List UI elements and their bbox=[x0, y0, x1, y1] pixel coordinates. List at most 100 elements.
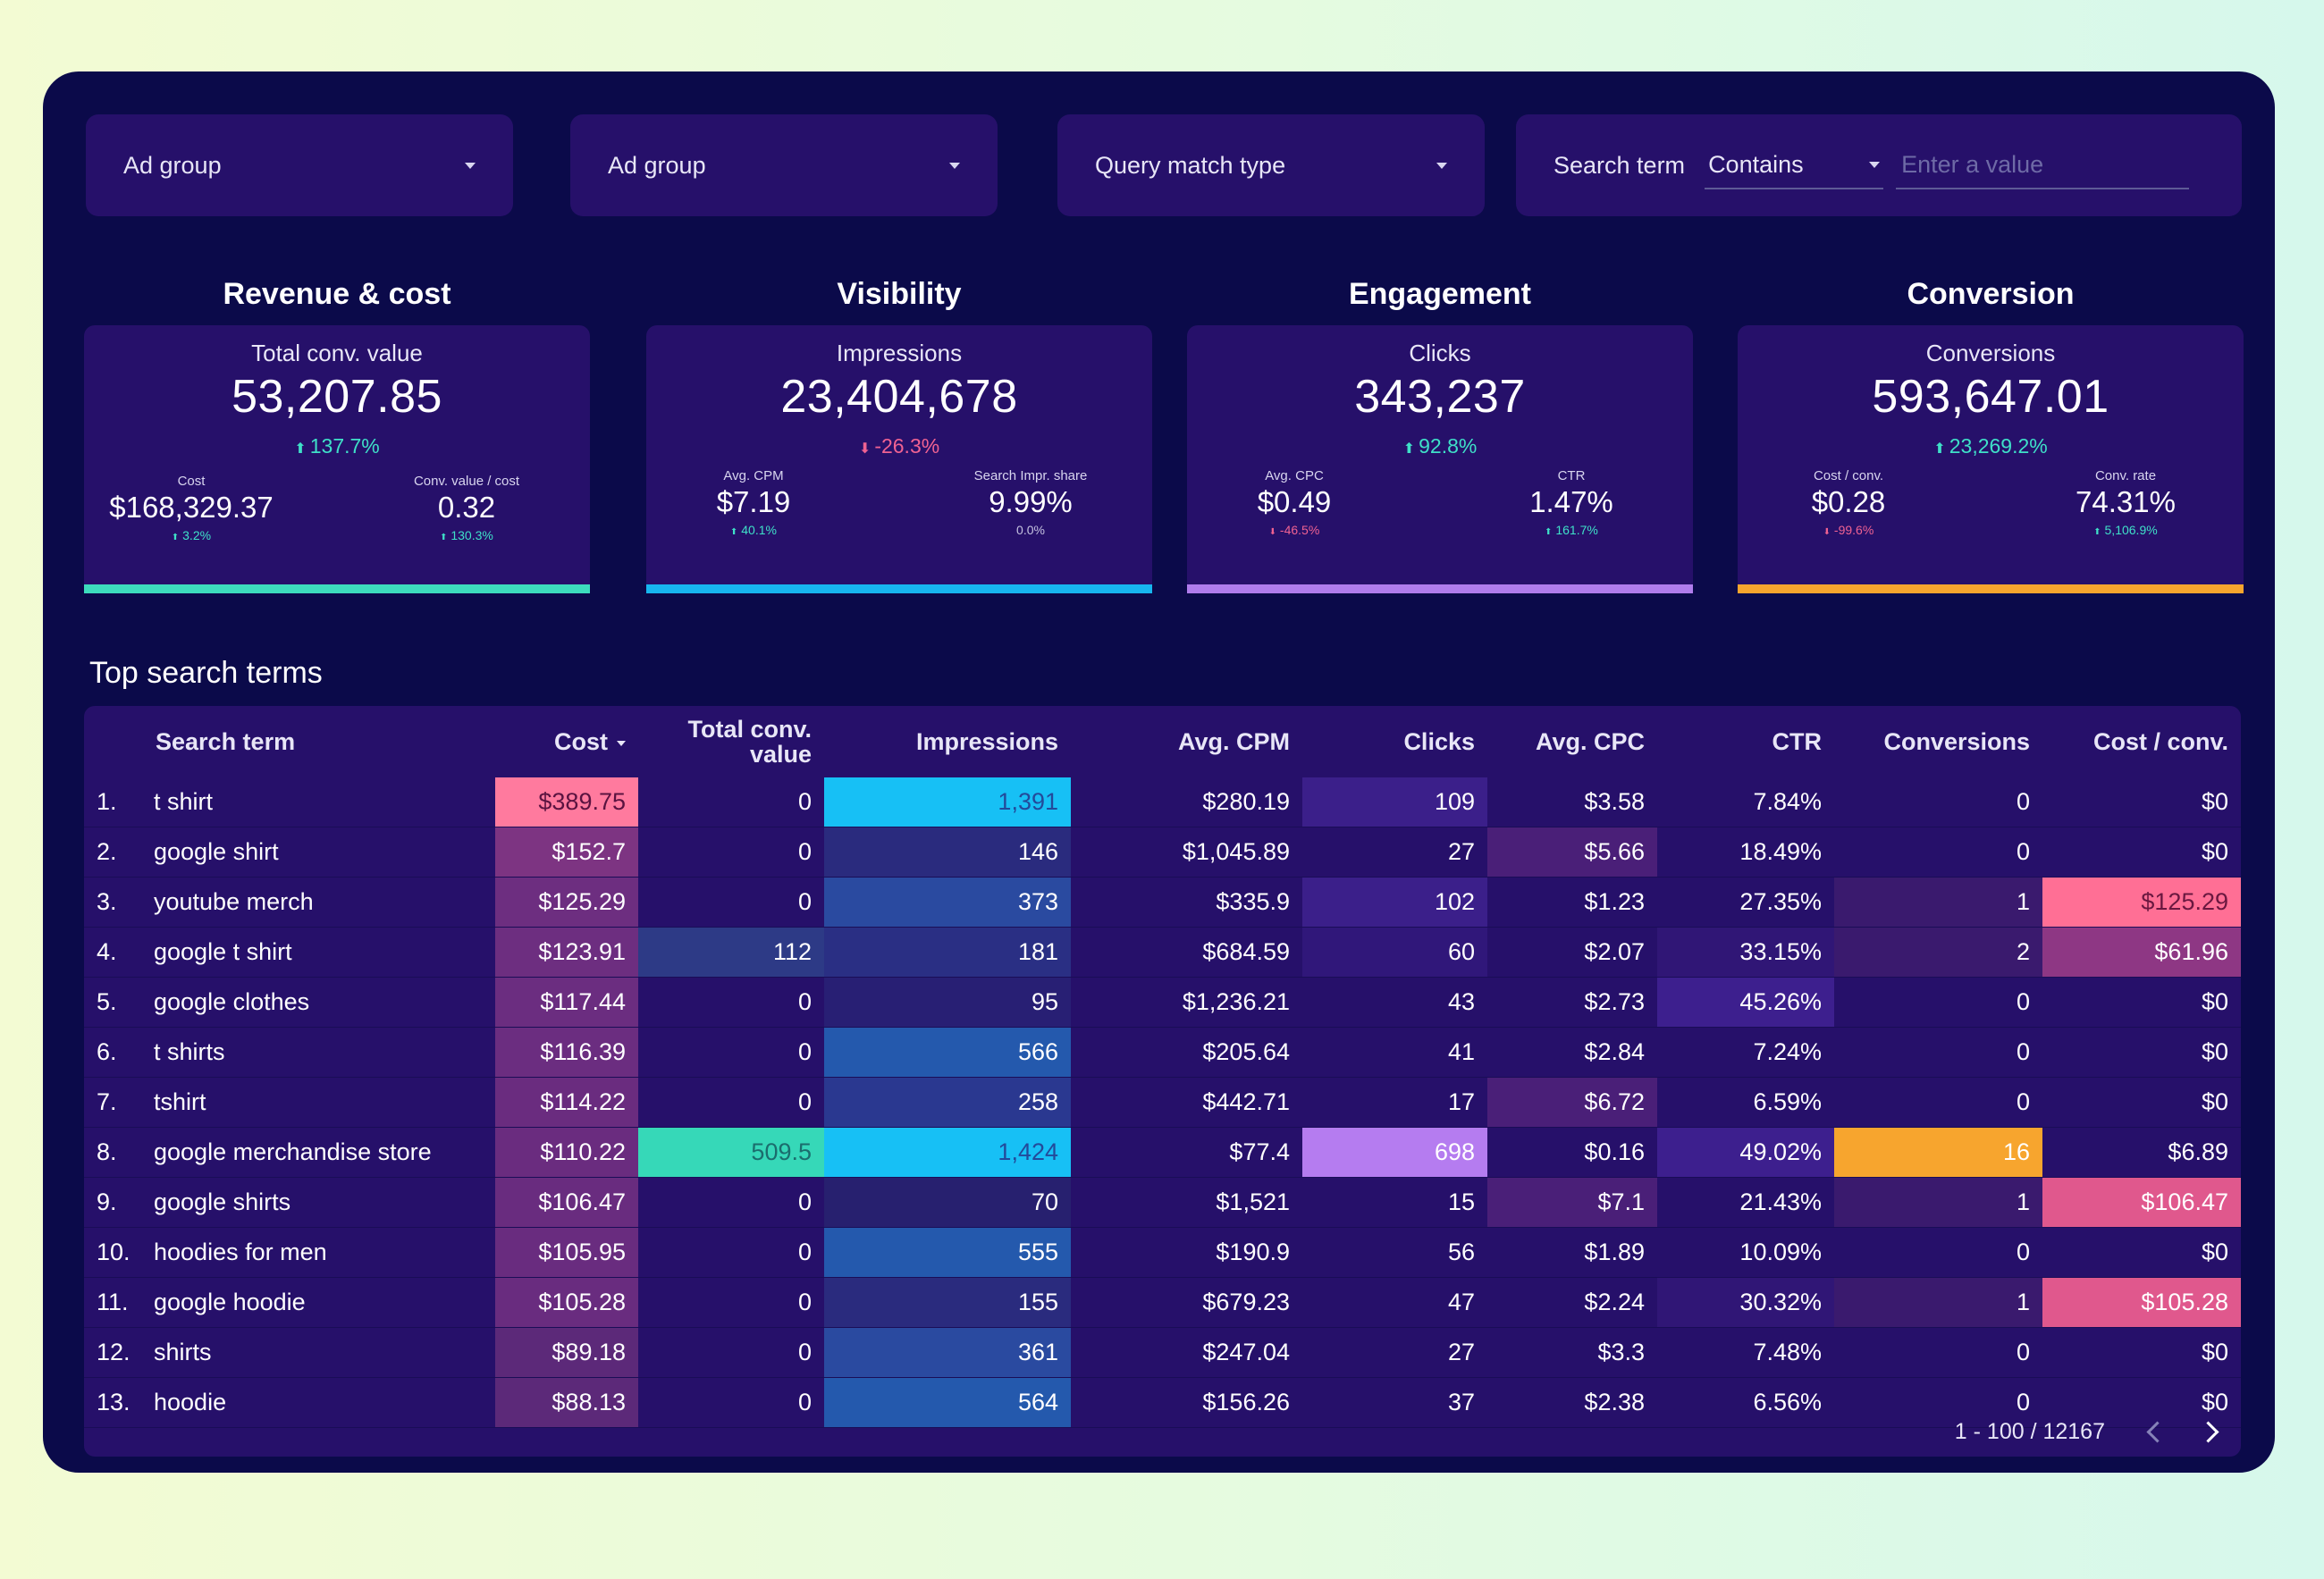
avg-cpm-cell: $247.04 bbox=[1071, 1327, 1302, 1378]
table-row[interactable]: 9. google shirts $106.47 0 70 $1,521 15 $7.1 21.… bbox=[84, 1177, 2241, 1228]
col-header-clicks[interactable]: Clicks bbox=[1403, 728, 1475, 755]
sub-delta: 5,106.9% bbox=[2018, 523, 2233, 537]
operator-select[interactable]: Contains bbox=[1705, 141, 1884, 189]
section-title-revenue: Revenue & cost bbox=[223, 277, 451, 311]
col-header-avg-cpm[interactable]: Avg. CPM bbox=[1177, 728, 1290, 755]
cost-cell: $152.7 bbox=[495, 827, 638, 878]
avg-cpc-cell: $3.58 bbox=[1487, 777, 1657, 827]
avg-cpc-cell: $5.66 bbox=[1487, 827, 1657, 878]
conversions-cell: 0 bbox=[1834, 1377, 2042, 1428]
table-row[interactable]: 11. google hoodie $105.28 0 155 $679.23 47 $2.2… bbox=[84, 1277, 2241, 1328]
clicks-cell: 43 bbox=[1302, 977, 1487, 1028]
search-term-placeholder: Enter a value bbox=[1901, 150, 2044, 178]
cost-cell: $117.44 bbox=[495, 977, 638, 1028]
caret-down-icon bbox=[949, 162, 960, 169]
search-term-input[interactable]: Enter a value bbox=[1896, 141, 2190, 189]
avg-cpm-cell: $205.64 bbox=[1071, 1027, 1302, 1078]
ad-group-filter-1[interactable]: Ad group bbox=[86, 114, 513, 216]
search-term-cell: google clothes bbox=[143, 977, 495, 1028]
avg-cpc-cell: $7.1 bbox=[1487, 1177, 1657, 1228]
impressions-cell: 566 bbox=[824, 1027, 1071, 1078]
cost-per-conv-cell: $0 bbox=[2042, 777, 2241, 827]
kpi-value: 593,647.01 bbox=[1872, 371, 2109, 423]
avg-cpm-cell: $1,045.89 bbox=[1071, 827, 1302, 878]
dashboard-panel: Ad group Ad group Query match type Searc… bbox=[43, 71, 2275, 1473]
row-index: 13. bbox=[84, 1377, 143, 1428]
search-term-cell: t shirt bbox=[143, 777, 495, 827]
col-header-ctr[interactable]: CTR bbox=[1772, 728, 1823, 755]
conversions-cell: 2 bbox=[1834, 927, 2042, 978]
sub-delta: 40.1% bbox=[646, 523, 861, 537]
row-index: 1. bbox=[84, 777, 143, 827]
kpi-accent-bar bbox=[646, 584, 1152, 593]
table-row[interactable]: 1. t shirt $389.75 0 1,391 $280.19 109 $3.58 7.8… bbox=[84, 777, 2241, 827]
col-header-impressions[interactable]: Impressions bbox=[915, 728, 1058, 755]
kpi-delta: 23,269.2% bbox=[1738, 434, 2244, 458]
chevron-right-icon[interactable] bbox=[2197, 1420, 2219, 1443]
kpi-sub-metric: Conv. rate 74.31% 5,106.9% bbox=[2018, 468, 2233, 537]
table-body: 1. t shirt $389.75 0 1,391 $280.19 109 $3.58 7.8… bbox=[84, 777, 2241, 1428]
conversions-cell: 0 bbox=[1834, 1027, 2042, 1078]
chevron-left-icon[interactable] bbox=[2146, 1420, 2168, 1443]
table-row[interactable]: 6. t shirts $116.39 0 566 $205.64 41 $2.84 7.24%… bbox=[84, 1027, 2241, 1078]
col-header-avg-cpc[interactable]: Avg. CPC bbox=[1535, 728, 1645, 755]
table-row[interactable]: 5. google clothes $117.44 0 95 $1,236.21 43 $2.… bbox=[84, 977, 2241, 1028]
impressions-cell: 361 bbox=[824, 1327, 1071, 1378]
table-row[interactable]: 2. google shirt $152.7 0 146 $1,045.89 27 $5.66… bbox=[84, 827, 2241, 878]
ctr-cell: 18.49% bbox=[1657, 827, 1834, 878]
conversions-cell: 16 bbox=[1834, 1127, 2042, 1178]
section-title-conversion: Conversion bbox=[1907, 277, 2075, 311]
avg-cpm-cell: $190.9 bbox=[1071, 1227, 1302, 1278]
avg-cpm-cell: $77.4 bbox=[1071, 1127, 1302, 1178]
sub-value: 9.99% bbox=[989, 485, 1073, 518]
table-row[interactable]: 3. youtube merch $125.29 0 373 $335.9 102 $1.23… bbox=[84, 877, 2241, 928]
sub-value: 74.31% bbox=[2076, 485, 2176, 518]
search-term-cell: google merchandise store bbox=[143, 1127, 495, 1178]
sub-delta: -46.5% bbox=[1187, 523, 1402, 537]
col-header-conversions[interactable]: Conversions bbox=[1883, 728, 2030, 755]
total-conv-value-cell: 0 bbox=[638, 1077, 824, 1128]
col-header-cost[interactable]: Cost bbox=[495, 706, 638, 777]
avg-cpc-cell: $0.16 bbox=[1487, 1127, 1657, 1178]
cost-cell: $114.22 bbox=[495, 1077, 638, 1128]
row-index: 8. bbox=[84, 1127, 143, 1178]
sub-label: Conv. rate bbox=[2094, 468, 2157, 483]
kpi-delta: -26.3% bbox=[646, 434, 1152, 458]
filter-label: Ad group bbox=[608, 151, 706, 179]
col-header-cost-per-conv[interactable]: Cost / conv. bbox=[2092, 728, 2228, 755]
clicks-cell: 17 bbox=[1302, 1077, 1487, 1128]
total-conv-value-cell: 0 bbox=[638, 827, 824, 878]
col-header-total-conv-value[interactable]: Total conv. value bbox=[687, 716, 812, 768]
table-header-row: Search term Cost Total conv. value Impre… bbox=[84, 706, 2241, 777]
col-header-search-term[interactable]: Search term bbox=[156, 728, 296, 755]
impressions-cell: 70 bbox=[824, 1177, 1071, 1228]
cost-per-conv-cell: $6.89 bbox=[2042, 1127, 2241, 1178]
table-row[interactable]: 13. hoodie $88.13 0 564 $156.26 37 $2.38 6.56% 0 $… bbox=[84, 1377, 2241, 1428]
cost-per-conv-cell: $61.96 bbox=[2042, 927, 2241, 978]
data-table: Search term Cost Total conv. value Impre… bbox=[84, 706, 2241, 1428]
avg-cpm-cell: $679.23 bbox=[1071, 1277, 1302, 1328]
cost-cell: $123.91 bbox=[495, 927, 638, 978]
table-row[interactable]: 12. shirts $89.18 0 361 $247.04 27 $3.3 7.48% 0 $0 bbox=[84, 1327, 2241, 1378]
cost-per-conv-cell: $0 bbox=[2042, 1227, 2241, 1278]
avg-cpc-cell: $3.3 bbox=[1487, 1327, 1657, 1378]
total-conv-value-cell: 112 bbox=[638, 927, 824, 978]
table-row[interactable]: 8. google merchandise store $110.22 509.5 1,… bbox=[84, 1127, 2241, 1178]
table-row[interactable]: 4. google t shirt $123.91 112 181 $684.59 60 $2… bbox=[84, 927, 2241, 978]
query-match-type-filter[interactable]: Query match type bbox=[1057, 114, 1485, 216]
ctr-cell: 27.35% bbox=[1657, 877, 1834, 928]
cost-cell: $88.13 bbox=[495, 1377, 638, 1428]
table-row[interactable]: 7. tshirt $114.22 0 258 $442.71 17 $6.72 6.59% 0 $… bbox=[84, 1077, 2241, 1128]
cost-per-conv-cell: $0 bbox=[2042, 1377, 2241, 1428]
impressions-cell: 373 bbox=[824, 877, 1071, 928]
cost-cell: $125.29 bbox=[495, 877, 638, 928]
filter-label: Ad group bbox=[123, 151, 222, 179]
impressions-cell: 258 bbox=[824, 1077, 1071, 1128]
row-index: 3. bbox=[84, 877, 143, 928]
ad-group-filter-2[interactable]: Ad group bbox=[570, 114, 998, 216]
cost-per-conv-cell: $106.47 bbox=[2042, 1177, 2241, 1228]
clicks-cell: 109 bbox=[1302, 777, 1487, 827]
impressions-cell: 146 bbox=[824, 827, 1071, 878]
table-row[interactable]: 10. hoodies for men $105.95 0 555 $190.9 56 $1.… bbox=[84, 1227, 2241, 1278]
kpi-metric-label: Clicks bbox=[1409, 340, 1471, 366]
